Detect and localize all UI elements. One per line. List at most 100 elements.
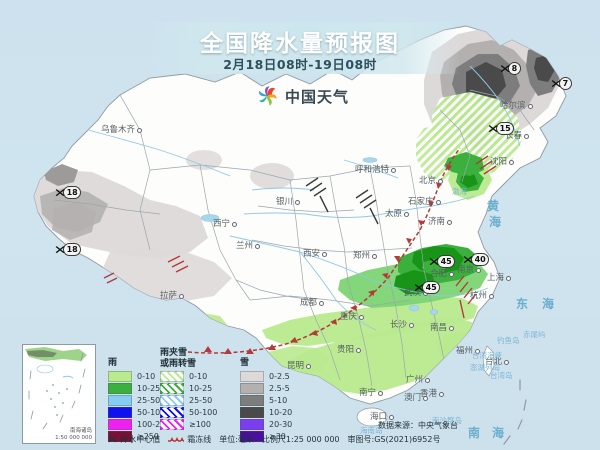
- city-dot-icon: [179, 294, 185, 299]
- legend-row: 50-100: [108, 406, 170, 418]
- city-label: 广州: [406, 374, 432, 386]
- legend-row: ≥250: [108, 430, 170, 442]
- city-label: 郑州: [353, 250, 379, 262]
- legend-label: ≥30: [269, 431, 286, 441]
- city-name: 贵阳: [337, 345, 355, 355]
- frostline-key: 霜冻线: [168, 434, 211, 445]
- city-label: 福州: [456, 345, 482, 357]
- city-label: 昆明: [287, 360, 313, 372]
- city-label: 拉萨: [160, 290, 186, 302]
- city-label: 西安: [303, 248, 329, 260]
- city-dot-icon: [425, 378, 431, 383]
- legend-row: 0-2.5: [240, 370, 292, 382]
- data-source-note: 数据来源：中央气象台: [378, 421, 458, 430]
- city-label: 太原: [385, 208, 411, 220]
- frost-line: [187, 147, 461, 354]
- legend-swatch: [108, 394, 132, 406]
- legend-heading-sleet-1: 雨夹雪: [160, 348, 188, 358]
- x-mark-icon: ✕: [53, 185, 67, 200]
- legend-label: 25-50: [137, 395, 161, 405]
- legend-swatch: [160, 394, 184, 406]
- city-dot-icon: [409, 323, 415, 328]
- city-name: 长沙: [390, 320, 408, 330]
- city-dot-icon: [449, 272, 455, 277]
- x-mark-icon: ✕: [498, 61, 512, 76]
- legend-swatch: [108, 418, 132, 430]
- legend-rows-snow: 0-2.5 2.5-5 5-10 10-20 20-30 ≥30: [240, 370, 292, 442]
- city-label: 成都: [300, 297, 326, 309]
- frost-line-teeth: [204, 164, 452, 354]
- precip-center-value: 7: [559, 77, 572, 90]
- city-label: 乌鲁木齐: [101, 124, 144, 136]
- precip-center-marker: ✕ 15: [486, 121, 515, 136]
- x-mark-icon: ✕: [486, 121, 500, 136]
- city-dot-icon: [476, 268, 482, 273]
- legend-row: 2.5-5: [240, 382, 292, 394]
- city-label: 兰州: [236, 240, 262, 252]
- legend-row: 0-10: [108, 370, 170, 382]
- city-dot-icon: [449, 326, 455, 331]
- city-label: 重庆: [340, 311, 366, 323]
- city-dot-icon: [438, 179, 444, 184]
- city-dot-icon: [319, 301, 325, 306]
- city-label: 澳门: [404, 392, 430, 404]
- x-mark-icon: ✕: [106, 433, 119, 446]
- brand-logo: 中国天气: [255, 84, 349, 108]
- legend-row: ≥30: [240, 430, 292, 442]
- title-backdrop: [150, 22, 460, 74]
- precip-center-marker: ✕ 7: [550, 77, 572, 90]
- brand-name: 中国天气: [285, 87, 350, 106]
- rain-shear-symbols: [103, 155, 497, 319]
- legend-swatch: [108, 406, 132, 418]
- city-dot-icon: [527, 104, 533, 109]
- legend-row: 20-30: [240, 418, 292, 430]
- legend-label: 10-25: [137, 383, 161, 393]
- precip-center-marker: ✕ 8: [498, 61, 521, 76]
- city-name: 太原: [385, 209, 403, 219]
- city-label: 济南: [428, 216, 454, 228]
- legend-swatch: [160, 406, 184, 418]
- city-label: 南京: [457, 264, 483, 276]
- legend-swatch: [240, 370, 264, 382]
- precip-center-marker: ✕ 40: [462, 253, 490, 266]
- sea-label: 海: [489, 215, 506, 229]
- city-label: 合肥: [430, 268, 456, 280]
- sea-label: 南: [468, 426, 485, 440]
- legend-label: ≥250: [137, 431, 159, 441]
- city-name: 重庆: [340, 312, 358, 322]
- legend-label: 2.5-5: [269, 383, 290, 393]
- legend-swatch: [160, 370, 184, 382]
- island-label: 渤海: [452, 187, 467, 196]
- south-china-sea-inset: 南海诸岛 1:50 000 000: [22, 344, 96, 444]
- city-dot-icon: [489, 294, 495, 299]
- forecast-period: 2月18日08时-19日08时: [223, 57, 377, 72]
- city-name: 石家庄: [408, 197, 434, 207]
- city-name: 兰州: [236, 241, 254, 251]
- city-label: 上海: [487, 272, 513, 284]
- legend-column-sleet: 雨夹雪 或雨转雪 0-10 10-25 25-50 50-100 ≥100: [160, 348, 217, 430]
- city-name: 沈阳: [490, 157, 508, 167]
- city-name: 南京: [457, 265, 475, 275]
- city-name: 香港: [420, 389, 438, 399]
- city-dot-icon: [404, 212, 410, 217]
- precip-center-value: 40: [471, 253, 490, 266]
- city-label: 西宁: [213, 218, 239, 230]
- legend-swatch: [240, 430, 264, 442]
- legend-swatch: [240, 406, 264, 418]
- city-dot-icon: [372, 254, 378, 259]
- legend-swatch: [240, 418, 264, 430]
- legend-label: 25-50: [189, 395, 213, 405]
- city-name: 西宁: [213, 219, 231, 229]
- city-label: 银川: [276, 196, 302, 208]
- city-dot-icon: [506, 276, 512, 281]
- city-name: 银川: [276, 197, 294, 207]
- city-dot-icon: [295, 200, 301, 205]
- island-label: 台湾岛: [490, 371, 513, 380]
- legend-rows-rain: 0-10 10-25 25-50 50-100 100-250 ≥250: [108, 370, 170, 442]
- legend-label: 100-250: [137, 419, 171, 429]
- city-name: 乌鲁木齐: [101, 125, 136, 135]
- city-name: 上海: [487, 273, 505, 283]
- legend-heading-rain: 雨: [108, 358, 118, 368]
- legend-label: 20-30: [269, 419, 293, 429]
